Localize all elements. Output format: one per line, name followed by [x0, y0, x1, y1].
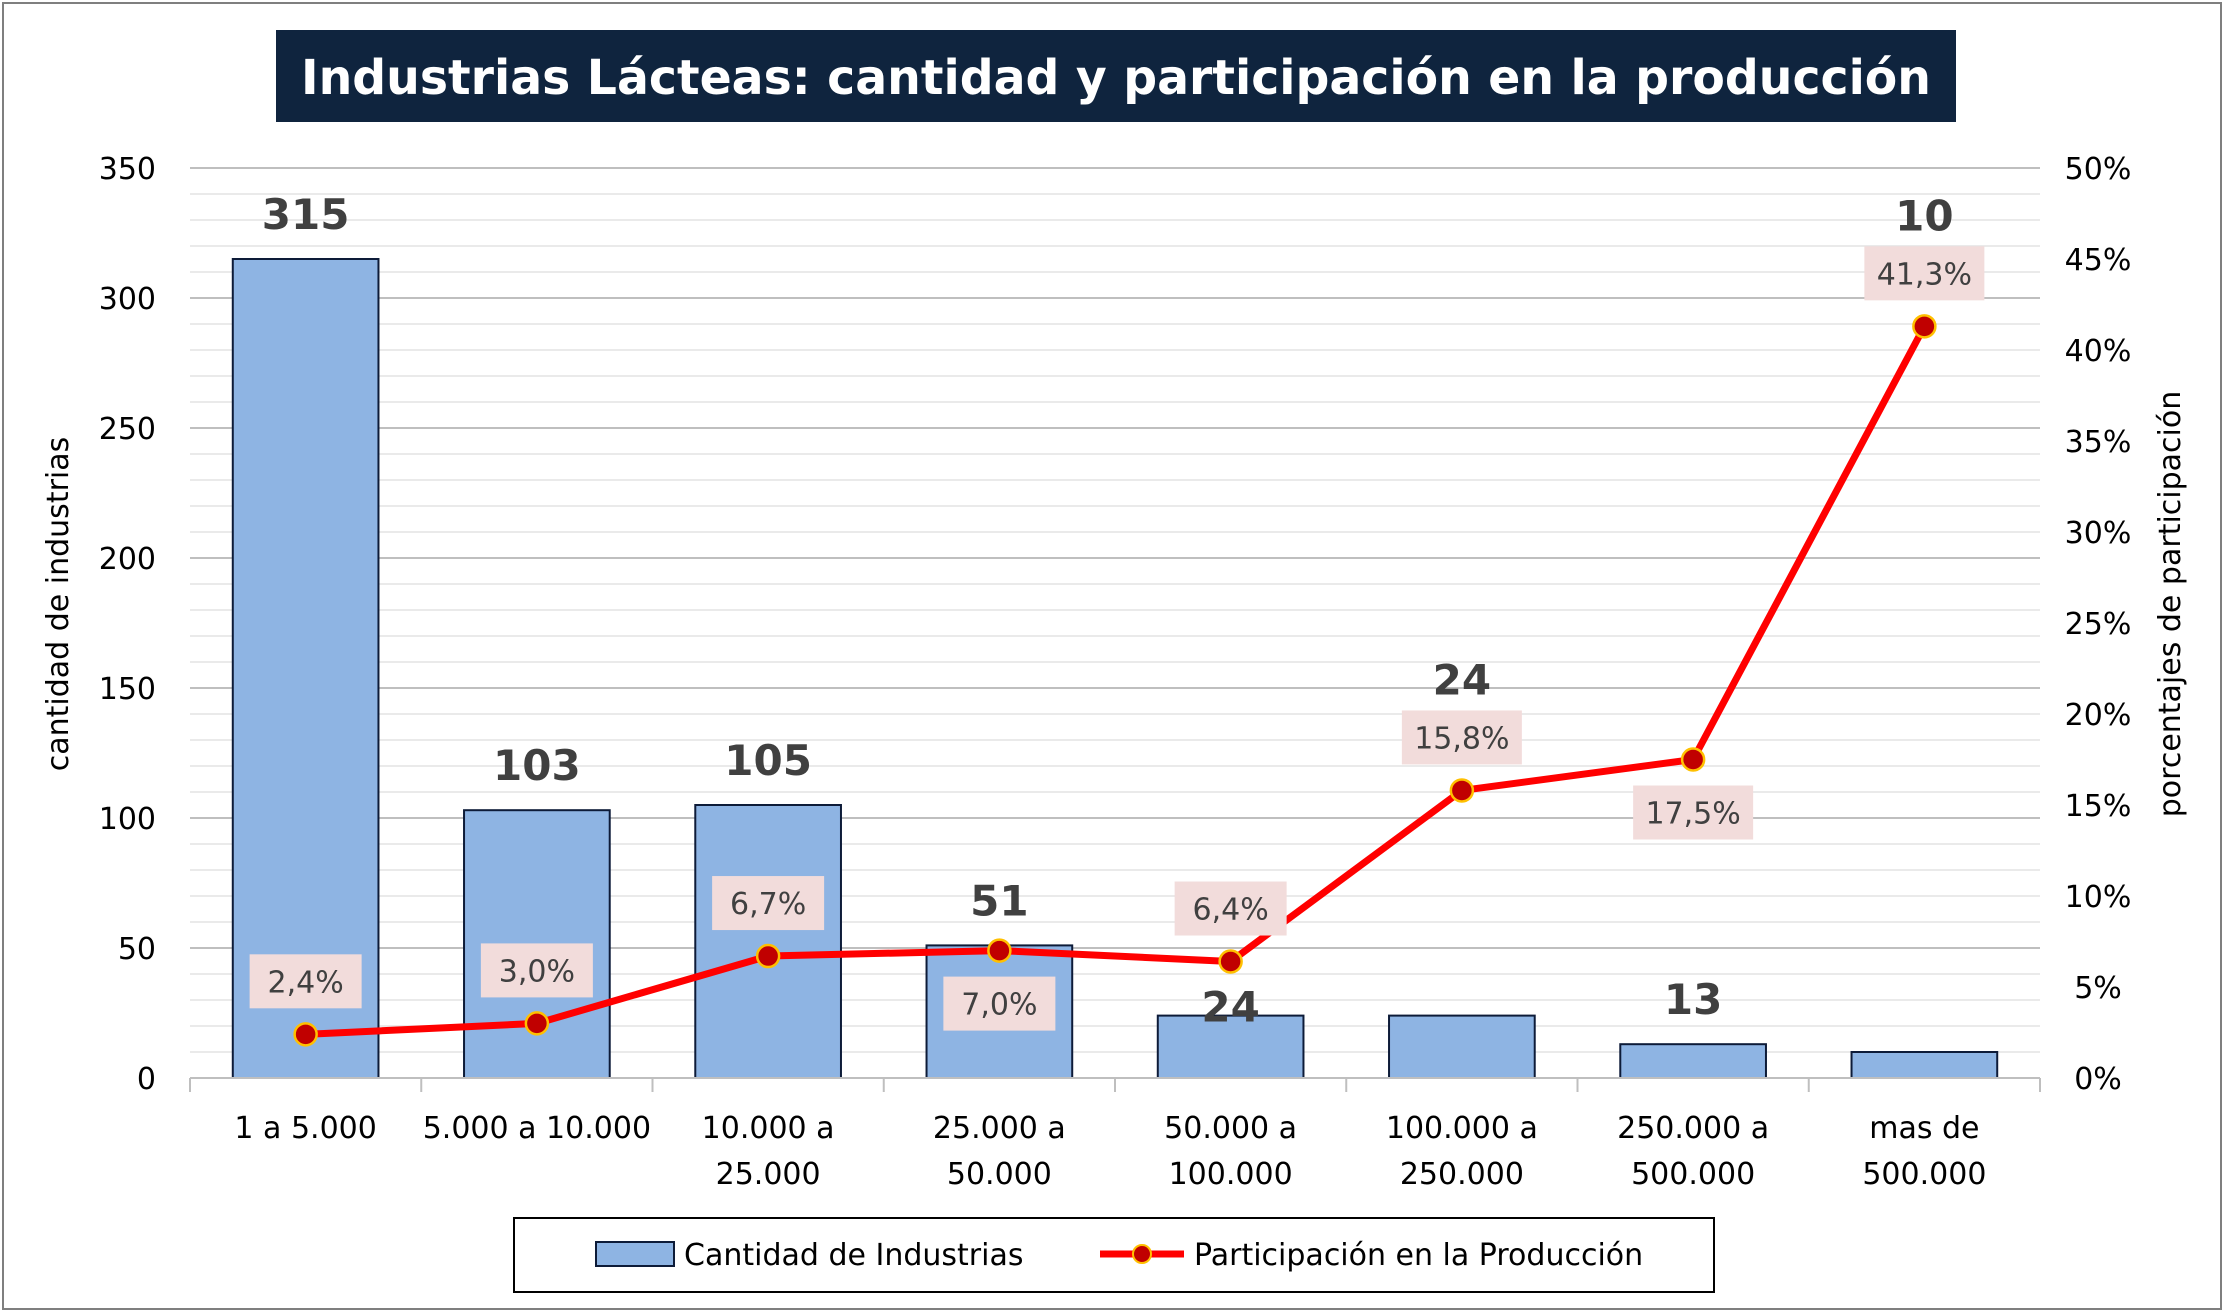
x-tick-label-line: 50.000 [947, 1157, 1052, 1192]
line-point [293, 1022, 318, 1047]
x-tick-label: mas de 500.000 [1862, 1111, 1986, 1192]
y2-tick-label: 40% [2065, 334, 2132, 369]
x-tick-label-line: 25.000 [716, 1157, 821, 1192]
x-tick-label-line: 50.000 a [1164, 1111, 1297, 1146]
bar [1850, 1051, 1999, 1079]
y2-tick-label: 50% [2065, 152, 2132, 187]
line-value-label: 7,0% [961, 988, 1037, 1023]
line-point [524, 1011, 550, 1036]
data-labels: 315 103 105 51 24 24 13 10 2,4% 3,0% 6,7% 7,0% 6,4% 1… [249, 190, 1985, 1032]
line-point [755, 943, 781, 969]
y-tick-label: 150 [99, 672, 156, 707]
y-tick-label: 0 [137, 1062, 156, 1097]
bar-value-label: 24 [1201, 983, 1259, 1032]
x-tick-label: 5.000 a 10.000 [423, 1111, 651, 1146]
bar-value-label: 105 [724, 736, 812, 785]
x-tick-label: 100.000 a 250.000 [1386, 1111, 1538, 1192]
y2-tick-label: 45% [2065, 243, 2132, 278]
y2-tick-label: 20% [2065, 698, 2132, 733]
y2-tick-label: 30% [2065, 516, 2132, 551]
line-point [987, 938, 1012, 963]
line-value-label: 41,3% [1877, 257, 1972, 292]
chart-title: Industrias Lácteas: cantidad y participa… [276, 30, 1956, 122]
line-value-label-bg [1633, 785, 1754, 840]
x-tick-label-line: 250.000 [1400, 1157, 1524, 1192]
x-tick-label-line: 10.000 a [702, 1111, 835, 1146]
y2-tick-label: 25% [2065, 607, 2132, 642]
y-tick-label: 300 [99, 282, 156, 317]
x-tick-label: 10.000 a 25.000 [702, 1111, 835, 1192]
y2-tick-label: 15% [2065, 789, 2132, 824]
chart: 0 50 100 150 200 250 300 350 0% 5% 10% 15% 20% 25% 30%… [41, 30, 2188, 1293]
x-tick-label-line: 100.000 a [1386, 1111, 1538, 1146]
x-tick-label-line: 250.000 a [1617, 1111, 1769, 1146]
title-background [276, 30, 1956, 122]
y2-tick-label: 10% [2065, 880, 2132, 915]
bar-value-label: 315 [262, 190, 350, 239]
y-tick-label: 250 [99, 412, 156, 447]
line-value-label-bg [943, 976, 1056, 1031]
legend-line-label: Participación en la Producción [1194, 1238, 1643, 1273]
y-tick-label: 200 [99, 542, 156, 577]
line-value-label: 15,8% [1414, 721, 1509, 756]
bar [694, 804, 842, 1079]
y2-tick-label: 5% [2074, 971, 2122, 1006]
y-tick-label: 350 [99, 152, 156, 187]
y-axis-title: cantidad de industrias [41, 437, 76, 772]
line-value-label-bg [1401, 710, 1522, 765]
line-path [305, 324, 1928, 1038]
x-tick-label-line: 25.000 a [933, 1111, 1066, 1146]
x-tick-label-line: 5.000 a 10.000 [423, 1111, 651, 1146]
y2-axis-title: porcentajes de participación [2153, 391, 2188, 818]
x-tick-label-line: 1 a 5.000 [234, 1111, 376, 1146]
legend: Cantidad de Industrias Participación en … [513, 1217, 1715, 1293]
line-value-label: 6,7% [730, 887, 806, 922]
axes: 0 50 100 150 200 250 300 350 0% 5% 10% 15% 20% 25% 30%… [99, 152, 2132, 1192]
bar-value-label: 13 [1664, 975, 1722, 1024]
line-value-label-bg [249, 954, 362, 1009]
bar [1156, 1014, 1305, 1079]
legend-bar-label: Cantidad de Industrias [684, 1238, 1023, 1273]
line-value-label: 2,4% [268, 965, 344, 1000]
legend-bar-swatch [595, 1241, 675, 1267]
x-tick-label-line: 500.000 [1631, 1157, 1755, 1192]
y-tick-label: 50 [118, 932, 156, 967]
y2-tick-label: 35% [2065, 425, 2132, 460]
line-point [1680, 747, 1706, 772]
bar-value-label: 51 [970, 876, 1028, 925]
line-value-label-bg [1864, 246, 1985, 301]
line-value-label-bg [1174, 881, 1287, 936]
line-point [1912, 314, 1937, 339]
line-value-label: 17,5% [1645, 797, 1740, 832]
x-tick-label: 1 a 5.000 [234, 1111, 376, 1146]
x-tick-label: 50.000 a 100.000 [1164, 1111, 1297, 1192]
x-tick-label-line: mas de [1869, 1111, 1979, 1146]
line-point [1218, 949, 1243, 974]
title-text: Industrias Lácteas: cantidad y participa… [301, 50, 1931, 106]
bar [231, 258, 380, 1079]
y2-tick-label: 0% [2074, 1062, 2122, 1097]
line-value-label-bg [480, 943, 593, 998]
bar-value-label: 103 [493, 741, 581, 790]
line-value-label: 6,4% [1193, 893, 1269, 928]
line-point [1449, 778, 1475, 803]
line-value-label-bg [712, 876, 825, 931]
line-series [293, 314, 1937, 1047]
x-tick-label-line: 500.000 [1862, 1157, 1986, 1192]
x-tick-label-line: 100.000 [1169, 1157, 1293, 1192]
legend-line-marker [1132, 1244, 1152, 1264]
x-tick-label: 250.000 a 500.000 [1617, 1111, 1769, 1192]
line-value-label: 3,0% [499, 954, 575, 989]
bar-value-label: 10 [1895, 191, 1953, 240]
y-tick-label: 100 [99, 802, 156, 837]
bar [1619, 1043, 1767, 1079]
x-tick-label: 25.000 a 50.000 [933, 1111, 1066, 1192]
bar-value-label: 24 [1433, 655, 1491, 704]
bar [1388, 1014, 1536, 1079]
